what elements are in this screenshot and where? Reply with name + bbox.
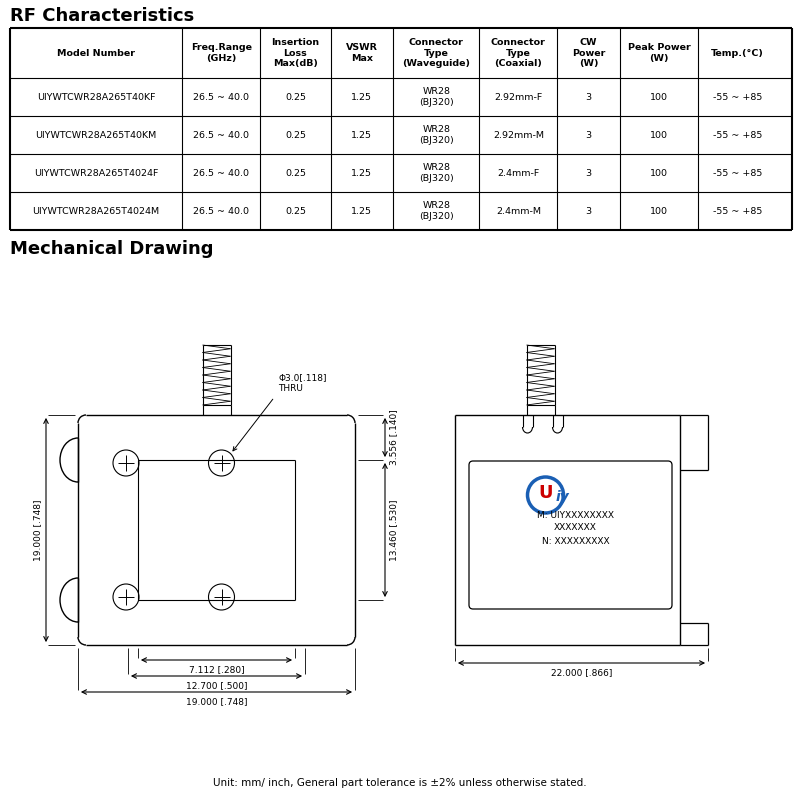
Text: 13.460 [.530]: 13.460 [.530] <box>389 499 398 561</box>
Text: iy: iy <box>555 490 570 504</box>
Text: 19.000 [.748]: 19.000 [.748] <box>33 499 42 561</box>
Text: UIYWTCWR28A265T4024M: UIYWTCWR28A265T4024M <box>33 206 159 215</box>
Text: 3.556 [.140]: 3.556 [.140] <box>389 410 398 466</box>
Text: 26.5 ~ 40.0: 26.5 ~ 40.0 <box>193 130 249 139</box>
Text: -55 ~ +85: -55 ~ +85 <box>713 206 762 215</box>
Text: 3: 3 <box>586 130 592 139</box>
Text: Φ3.0[.118]
THRU: Φ3.0[.118] THRU <box>278 374 327 393</box>
Text: 2.4mm-F: 2.4mm-F <box>497 169 539 178</box>
Text: 100: 100 <box>650 169 668 178</box>
Text: WR28
(BJ320): WR28 (BJ320) <box>419 126 454 145</box>
Text: 1.25: 1.25 <box>351 93 372 102</box>
Text: 1.25: 1.25 <box>351 169 372 178</box>
Text: 26.5 ~ 40.0: 26.5 ~ 40.0 <box>193 206 249 215</box>
Text: UIYWTCWR28A265T4024F: UIYWTCWR28A265T4024F <box>34 169 158 178</box>
Text: Unit: mm/ inch, General part tolerance is ±2% unless otherwise stated.: Unit: mm/ inch, General part tolerance i… <box>213 778 587 788</box>
Text: RF Characteristics: RF Characteristics <box>10 7 194 25</box>
Text: N: XXXXXXXXX: N: XXXXXXXXX <box>542 537 610 546</box>
Text: Insertion
Loss
Max(dB): Insertion Loss Max(dB) <box>271 38 319 68</box>
Text: 3: 3 <box>586 169 592 178</box>
Text: 2.92mm-M: 2.92mm-M <box>493 130 544 139</box>
Text: Mechanical Drawing: Mechanical Drawing <box>10 240 214 258</box>
Text: -55 ~ +85: -55 ~ +85 <box>713 93 762 102</box>
Text: 0.25: 0.25 <box>285 93 306 102</box>
FancyBboxPatch shape <box>469 461 672 609</box>
Text: 100: 100 <box>650 130 668 139</box>
Text: 19.000 [.748]: 19.000 [.748] <box>186 697 247 706</box>
Text: 0.25: 0.25 <box>285 169 306 178</box>
Text: Temp.(°C): Temp.(°C) <box>711 49 764 58</box>
Text: 0.25: 0.25 <box>285 130 306 139</box>
Text: UIYWTCWR28A265T40KF: UIYWTCWR28A265T40KF <box>37 93 155 102</box>
Text: CW
Power
(W): CW Power (W) <box>572 38 606 68</box>
Text: Peak Power
(W): Peak Power (W) <box>628 43 690 62</box>
Text: 100: 100 <box>650 93 668 102</box>
Text: Connector
Type
(Waveguide): Connector Type (Waveguide) <box>402 38 470 68</box>
Text: 12.700 [.500]: 12.700 [.500] <box>186 681 247 690</box>
Text: 0.25: 0.25 <box>285 206 306 215</box>
Text: VSWR
Max: VSWR Max <box>346 43 378 62</box>
Text: 3: 3 <box>586 206 592 215</box>
Text: WR28
(BJ320): WR28 (BJ320) <box>419 163 454 182</box>
Text: 2.4mm-M: 2.4mm-M <box>496 206 541 215</box>
Text: 7.112 [.280]: 7.112 [.280] <box>189 665 244 674</box>
Text: M: UIYXXXXXXXX: M: UIYXXXXXXXX <box>537 510 614 519</box>
Text: Freq.Range
(GHz): Freq.Range (GHz) <box>190 43 252 62</box>
Text: 100: 100 <box>650 206 668 215</box>
Text: 2.92mm-F: 2.92mm-F <box>494 93 542 102</box>
Text: 3: 3 <box>586 93 592 102</box>
Text: -55 ~ +85: -55 ~ +85 <box>713 130 762 139</box>
Text: 26.5 ~ 40.0: 26.5 ~ 40.0 <box>193 93 249 102</box>
Text: Connector
Type
(Coaxial): Connector Type (Coaxial) <box>491 38 546 68</box>
Text: Model Number: Model Number <box>57 49 135 58</box>
Text: 1.25: 1.25 <box>351 130 372 139</box>
Text: 1.25: 1.25 <box>351 206 372 215</box>
Text: U: U <box>538 484 553 502</box>
Text: 22.000 [.866]: 22.000 [.866] <box>551 668 612 677</box>
Text: -55 ~ +85: -55 ~ +85 <box>713 169 762 178</box>
Text: UIYWTCWR28A265T40KM: UIYWTCWR28A265T40KM <box>35 130 157 139</box>
Text: XXXXXXX: XXXXXXX <box>554 523 597 533</box>
Text: WR28
(BJ320): WR28 (BJ320) <box>419 202 454 221</box>
Text: 26.5 ~ 40.0: 26.5 ~ 40.0 <box>193 169 249 178</box>
Text: WR28
(BJ320): WR28 (BJ320) <box>419 87 454 106</box>
